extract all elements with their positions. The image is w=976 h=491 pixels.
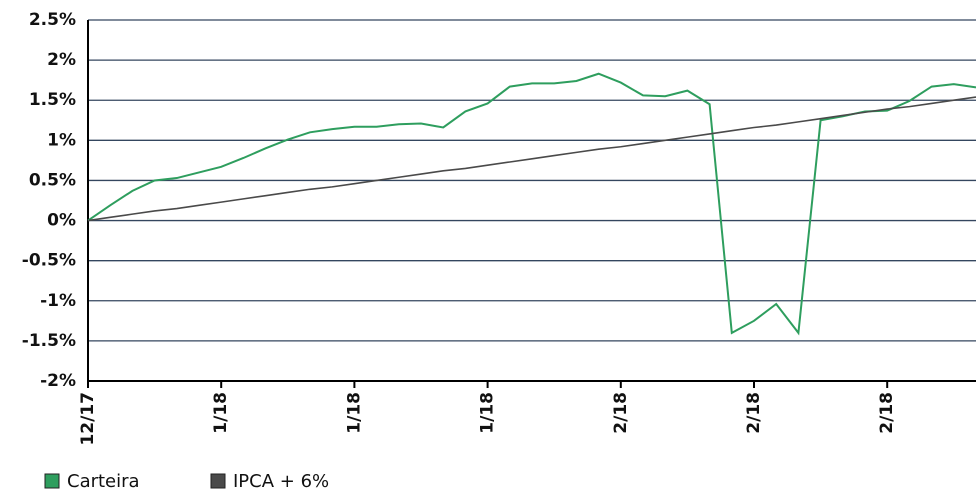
- series-line: [87, 72, 976, 336]
- x-tick-label: 1/18: [478, 392, 498, 434]
- y-tick-label: 0.5%: [29, 170, 76, 190]
- x-tick-label: 2/18: [611, 392, 631, 434]
- x-tick-label: 12/17: [78, 392, 98, 446]
- legend-swatch: [210, 473, 226, 489]
- x-tick-label: 1/18: [211, 392, 231, 434]
- y-tick-label: 2.5%: [29, 10, 76, 30]
- y-tick-label: 1.5%: [29, 90, 76, 110]
- y-tick-label: -1.5%: [22, 331, 76, 351]
- x-tick-label: 1/18: [344, 392, 364, 434]
- y-tick-label: -2%: [40, 371, 76, 391]
- y-tick-label: 1%: [47, 130, 76, 150]
- y-tick-label: -1%: [40, 291, 76, 311]
- y-tick-label: 0%: [47, 211, 76, 231]
- y-tick-label: -0.5%: [22, 251, 76, 271]
- x-tick-label: 2/18: [744, 392, 764, 434]
- legend-label: Carteira: [67, 471, 140, 491]
- legend-swatch: [44, 473, 60, 489]
- series-line: [87, 96, 976, 222]
- legend-label: IPCA + 6%: [233, 471, 329, 491]
- y-tick-label: 2%: [47, 50, 76, 70]
- x-tick-label: 2/18: [877, 392, 897, 434]
